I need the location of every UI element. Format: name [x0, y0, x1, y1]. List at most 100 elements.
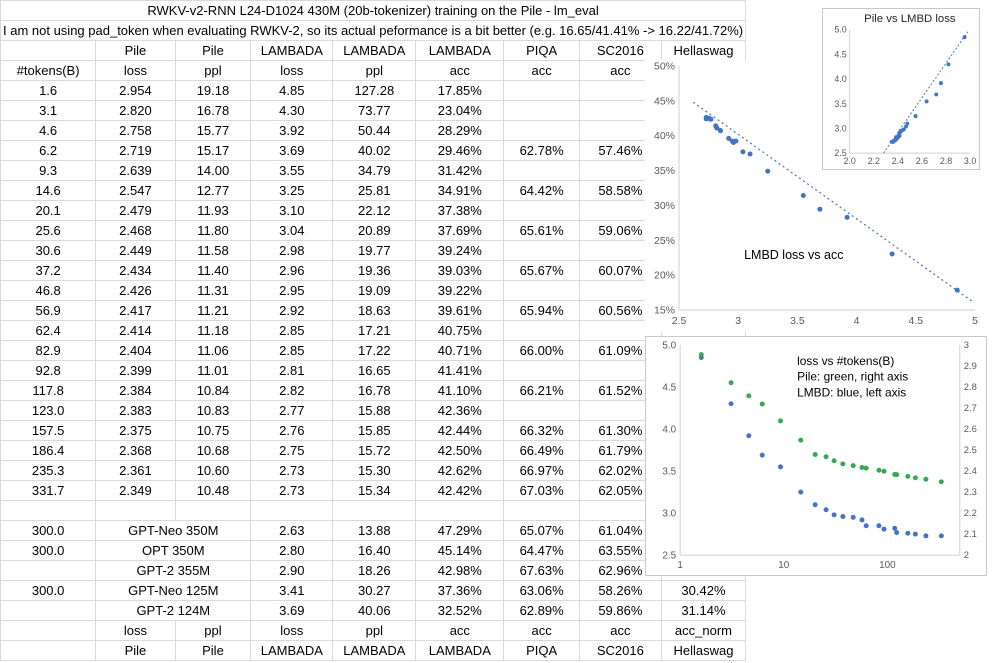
footer-cell[interactable]: acc — [415, 620, 505, 641]
model-name-cell[interactable]: GPT-Neo 350M — [95, 520, 252, 541]
data-cell[interactable]: 2.63 — [250, 520, 334, 541]
data-cell[interactable]: 2.81 — [250, 360, 334, 381]
data-cell[interactable]: 61.30% — [578, 420, 662, 441]
data-cell[interactable]: 2.82 — [250, 380, 334, 401]
data-cell[interactable]: 235.3 — [0, 460, 97, 481]
data-cell[interactable] — [503, 280, 580, 301]
data-cell[interactable]: 2.417 — [95, 300, 176, 321]
data-cell[interactable] — [503, 100, 580, 121]
data-cell[interactable]: 2.95 — [250, 280, 334, 301]
data-cell[interactable] — [503, 400, 580, 421]
header-cell[interactable]: LAMBADA — [332, 40, 417, 61]
data-cell[interactable]: 22.12 — [332, 200, 417, 221]
empty-cell[interactable] — [250, 500, 334, 521]
data-cell[interactable]: 37.36% — [415, 580, 505, 601]
data-cell[interactable]: 47.29% — [415, 520, 505, 541]
chart-loss-vs-tokens[interactable]: 5.0 4.5 4.0 3.5 3.0 2.5 3 2.9 2.8 2.7 2.6 2.5 2.4 2.3… — [645, 336, 987, 576]
data-cell[interactable]: 15.77 — [174, 120, 252, 141]
data-cell[interactable]: 41.10% — [415, 380, 505, 401]
header-cell[interactable]: PIQA — [503, 40, 580, 61]
data-cell[interactable]: 2.468 — [95, 220, 176, 241]
data-cell[interactable]: 2.80 — [250, 540, 334, 561]
data-cell[interactable]: 3.1 — [0, 100, 97, 121]
data-cell[interactable]: 331.7 — [0, 480, 97, 501]
data-cell[interactable] — [0, 600, 97, 621]
data-cell[interactable]: 39.24% — [415, 240, 505, 261]
data-cell[interactable]: 157.5 — [0, 420, 97, 441]
data-cell[interactable]: 14.6 — [0, 180, 97, 201]
footer-cell[interactable]: Hellaswag — [660, 640, 747, 661]
data-cell[interactable]: 20.1 — [0, 200, 97, 221]
header-cell[interactable]: #tokens(B) — [0, 60, 97, 81]
data-cell[interactable]: 58.58% — [578, 180, 662, 201]
header-cell[interactable]: SC2016 — [578, 40, 662, 61]
data-cell[interactable]: 127.28 — [332, 80, 417, 101]
data-cell[interactable]: 65.61% — [503, 220, 580, 241]
data-cell[interactable]: 3.69 — [250, 140, 334, 161]
data-cell[interactable]: 2.399 — [95, 360, 176, 381]
data-cell[interactable]: 300.0 — [0, 540, 97, 561]
data-cell[interactable] — [503, 360, 580, 381]
data-cell[interactable]: 2.76 — [250, 420, 334, 441]
data-cell[interactable]: 42.36% — [415, 400, 505, 421]
data-cell[interactable]: 2.719 — [95, 140, 176, 161]
data-cell[interactable]: 2.77 — [250, 400, 334, 421]
data-cell[interactable]: 50.44 — [332, 120, 417, 141]
data-cell[interactable]: 2.404 — [95, 340, 176, 361]
data-cell[interactable]: 63.06% — [503, 580, 580, 601]
data-cell[interactable]: 30.42% — [660, 580, 747, 601]
data-cell[interactable]: 42.42% — [415, 480, 505, 501]
data-cell[interactable]: 2.85 — [250, 340, 334, 361]
data-cell[interactable]: 25.81 — [332, 180, 417, 201]
data-cell[interactable] — [503, 240, 580, 261]
data-cell[interactable]: 65.67% — [503, 260, 580, 281]
data-cell[interactable] — [503, 120, 580, 141]
data-cell[interactable]: 66.32% — [503, 420, 580, 441]
data-cell[interactable]: 11.21 — [174, 300, 252, 321]
data-cell[interactable]: 4.6 — [0, 120, 97, 141]
data-cell[interactable]: 40.02 — [332, 140, 417, 161]
data-cell[interactable]: 2.820 — [95, 100, 176, 121]
data-cell[interactable]: 58.26% — [578, 580, 662, 601]
data-cell[interactable]: 2.73 — [250, 460, 334, 481]
data-cell[interactable]: 2.426 — [95, 280, 176, 301]
data-cell[interactable]: 13.88 — [332, 520, 417, 541]
data-cell[interactable] — [0, 560, 97, 581]
data-cell[interactable]: 2.479 — [95, 200, 176, 221]
header-cell[interactable]: LAMBADA — [415, 40, 505, 61]
data-cell[interactable]: 42.98% — [415, 560, 505, 581]
data-cell[interactable]: 37.2 — [0, 260, 97, 281]
data-cell[interactable]: 16.78 — [174, 100, 252, 121]
data-cell[interactable]: 10.60 — [174, 460, 252, 481]
data-cell[interactable]: 42.50% — [415, 440, 505, 461]
data-cell[interactable]: 62.02% — [578, 460, 662, 481]
data-cell[interactable]: 42.44% — [415, 420, 505, 441]
data-cell[interactable]: 186.4 — [0, 440, 97, 461]
header-cell[interactable]: acc — [503, 60, 580, 81]
data-cell[interactable]: 92.8 — [0, 360, 97, 381]
data-cell[interactable]: 3.69 — [250, 600, 334, 621]
data-cell[interactable]: 123.0 — [0, 400, 97, 421]
data-cell[interactable]: 2.414 — [95, 320, 176, 341]
footer-cell[interactable]: ppl — [332, 620, 417, 641]
data-cell[interactable]: 19.77 — [332, 240, 417, 261]
footer-cell[interactable]: loss — [95, 620, 176, 641]
model-name-cell[interactable]: GPT-Neo 125M — [95, 580, 252, 601]
data-cell[interactable]: 2.85 — [250, 320, 334, 341]
empty-cell[interactable] — [332, 500, 417, 521]
data-cell[interactable]: 34.91% — [415, 180, 505, 201]
data-cell[interactable]: 11.93 — [174, 200, 252, 221]
data-cell[interactable]: 31.42% — [415, 160, 505, 181]
data-cell[interactable]: 66.21% — [503, 380, 580, 401]
data-cell[interactable] — [503, 80, 580, 101]
data-cell[interactable]: 39.22% — [415, 280, 505, 301]
data-cell[interactable]: 62.78% — [503, 140, 580, 161]
data-cell[interactable]: 16.40 — [332, 540, 417, 561]
data-cell[interactable]: 20.89 — [332, 220, 417, 241]
data-cell[interactable]: 10.83 — [174, 400, 252, 421]
data-cell[interactable]: 23.04% — [415, 100, 505, 121]
data-cell[interactable]: 2.73 — [250, 480, 334, 501]
data-cell[interactable]: 15.88 — [332, 400, 417, 421]
header-cell[interactable]: Pile — [95, 40, 176, 61]
data-cell[interactable]: 3.10 — [250, 200, 334, 221]
